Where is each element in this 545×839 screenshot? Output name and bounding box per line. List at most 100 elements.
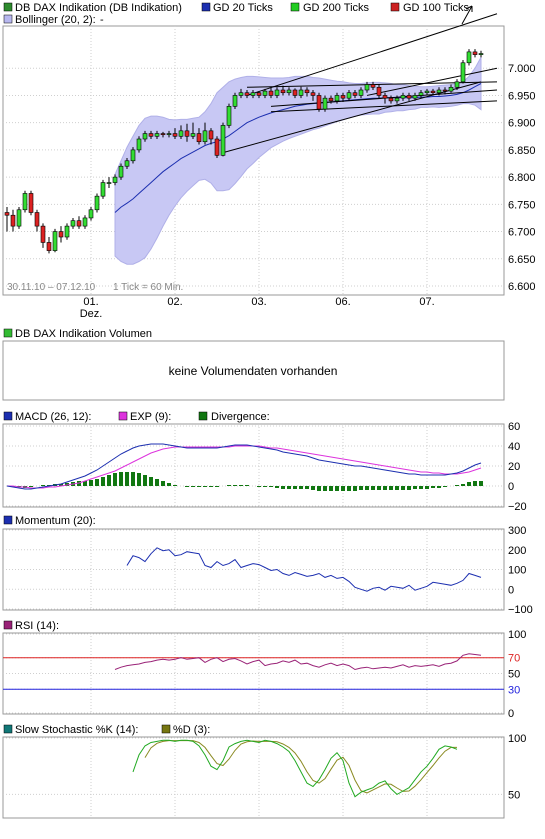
divergence-bar: [287, 486, 291, 489]
candle: [16, 207, 22, 229]
price-y-tick-label: 6.800: [508, 172, 536, 184]
candle: [460, 60, 466, 84]
price-y-tick-label: 6.900: [508, 118, 536, 130]
divergence-bar: [155, 479, 159, 486]
stochastic-y-tick-label: 100: [508, 733, 526, 745]
candle-body: [118, 165, 124, 178]
legend-label-gd200: GD 200 Ticks: [303, 2, 370, 14]
macd-y-tick-label: −20: [508, 501, 527, 513]
candle: [406, 92, 412, 101]
trendline: [270, 100, 498, 113]
candle: [202, 122, 208, 145]
candle-body: [202, 130, 208, 143]
price-y-tick-label: 7.000: [508, 63, 536, 75]
legend-swatch-volume: [3, 328, 13, 338]
divergence-bar: [329, 486, 333, 491]
candle-body: [28, 193, 34, 213]
divergence-bar: [131, 472, 135, 486]
divergence-bar: [437, 486, 441, 488]
candle-body: [88, 209, 94, 219]
legend-label-stoch-k: Slow Stochastic %K (14):: [15, 724, 139, 736]
legend-swatch-gd100: [390, 2, 400, 12]
candle: [268, 87, 274, 99]
candle-body: [136, 138, 142, 151]
legend-main: DB DAX Indikation (DB Indikation) GD 20 …: [3, 2, 470, 26]
divergence-bar: [341, 486, 345, 491]
macd-grid: [3, 424, 504, 507]
price-y-axis: 7.000 6.950 6.900 6.850 6.800 6.750 6.700 6.650…: [508, 63, 536, 293]
divergence-bar: [233, 485, 237, 486]
candle-body: [124, 160, 130, 167]
candle-body: [346, 92, 352, 99]
candle: [124, 158, 130, 169]
candle: [208, 128, 214, 145]
candle-body: [232, 95, 238, 107]
legend-swatch-gd200: [290, 2, 300, 12]
rsi-y-tick-label: 50: [508, 669, 520, 681]
candle: [256, 91, 262, 99]
candle: [274, 87, 280, 99]
momentum-y-tick-label: 200: [508, 545, 526, 557]
divergence-bar: [83, 481, 87, 486]
candle-body: [376, 86, 382, 96]
candle: [478, 50, 484, 58]
macd-y-tick-label: 60: [508, 421, 520, 433]
divergence-bar: [113, 473, 117, 486]
candle: [28, 190, 34, 216]
divergence-bar: [455, 485, 459, 486]
divergence-bar: [269, 486, 273, 487]
candle: [232, 92, 238, 110]
candle-body: [100, 182, 106, 197]
candle: [244, 90, 250, 99]
candle-body: [298, 89, 304, 96]
candle: [52, 228, 58, 253]
candle-body: [154, 133, 160, 137]
candle-body: [322, 97, 328, 110]
candle: [400, 92, 406, 101]
price-x-tick-label: 06.: [335, 296, 350, 308]
candle: [94, 193, 100, 213]
macd-divergence-bars: [11, 472, 483, 491]
legend-swatch-macd: [3, 411, 13, 421]
divergence-bar: [41, 485, 45, 486]
legend-label-gd100: GD 100 Ticks: [403, 2, 470, 14]
divergence-bar: [149, 477, 153, 486]
candle: [352, 90, 358, 99]
rsi-line: [114, 653, 482, 671]
candle-body: [280, 89, 286, 94]
candle-body: [424, 90, 430, 94]
candle: [142, 130, 148, 142]
candle-body: [316, 95, 322, 110]
candles: [4, 49, 484, 254]
candle: [184, 123, 190, 142]
divergence-bar: [479, 481, 483, 486]
momentum-line: [126, 547, 482, 592]
divergence-bar: [305, 486, 309, 489]
legend-swatch-divergence: [198, 411, 208, 421]
macd-exp-line: [7, 445, 482, 489]
candle: [178, 125, 184, 139]
candle-body: [112, 176, 118, 183]
candle: [382, 92, 388, 104]
candle: [448, 84, 454, 93]
divergence-bar: [29, 486, 33, 487]
divergence-bar: [263, 486, 267, 487]
divergence-bar: [395, 486, 399, 490]
stoch-d-line: [144, 740, 457, 794]
momentum-y-tick-label: 0: [508, 584, 514, 596]
divergence-bar: [197, 486, 201, 487]
candle-body: [268, 90, 274, 96]
candle: [118, 163, 124, 180]
candle-body: [478, 53, 484, 55]
divergence-bar: [293, 486, 297, 489]
candle-body: [226, 106, 232, 126]
divergence-bar: [257, 486, 261, 487]
candle-body: [394, 97, 400, 102]
candle-body: [418, 92, 424, 96]
candle: [70, 217, 76, 229]
divergence-bar: [227, 485, 231, 486]
candle: [328, 95, 334, 104]
candle-body: [328, 97, 334, 102]
divergence-bar: [365, 486, 369, 490]
price-x-tick-label: 02.: [167, 296, 182, 308]
